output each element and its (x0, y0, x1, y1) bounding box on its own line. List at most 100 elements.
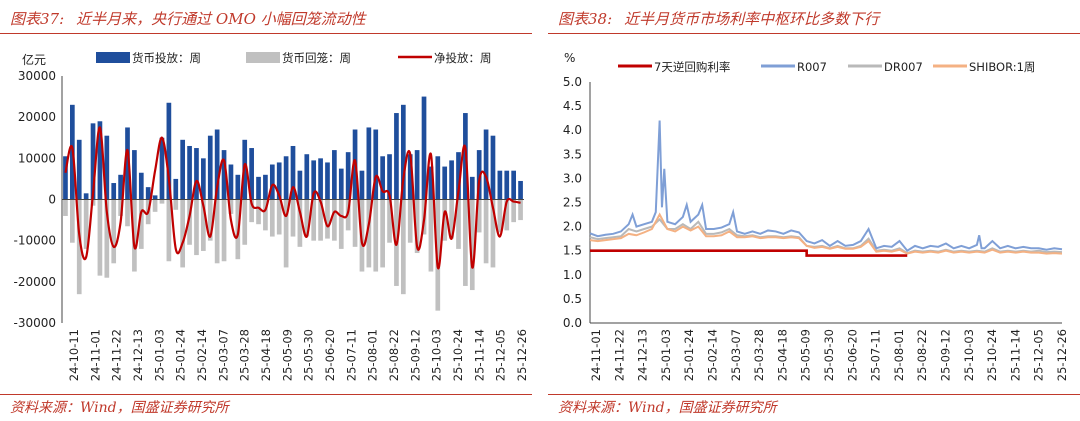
withdrawal-bar (132, 199, 137, 272)
injection-bar (97, 121, 103, 200)
injection-bar (269, 164, 275, 200)
injection-bar (400, 104, 406, 200)
right-x-tick-label: 25-08-01 (892, 329, 906, 381)
injection-bar (201, 158, 206, 200)
right-x-tick-label: 25-05-09 (799, 329, 813, 381)
withdrawal-bar (276, 199, 282, 235)
injection-bar (263, 174, 268, 200)
rate-line-shibor (589, 212, 1063, 255)
withdrawal-bar (173, 199, 179, 210)
withdrawal-bar (207, 199, 213, 241)
injection-bar (311, 160, 317, 200)
withdrawal-bar (332, 199, 337, 241)
withdrawal-bar (201, 199, 206, 251)
net-injection-line (64, 126, 521, 270)
right-x-tick-label: 25-12-26 (1055, 329, 1069, 381)
left-y-axis-unit: 亿元 (22, 52, 46, 67)
right-x-tick-label: 25-02-14 (706, 329, 720, 381)
left-x-tick-label: 25-05-30 (302, 329, 316, 381)
left-x-tick-label: 25-04-18 (259, 329, 273, 381)
left-y-tick-label: -10000 (13, 234, 56, 248)
legend-label-shibor: SHIBOR:1周 (969, 60, 1035, 74)
withdrawal-bar (256, 199, 261, 225)
left-x-tick-label: 25-02-14 (195, 329, 209, 381)
right-y-tick-label: 1.0 (563, 268, 582, 282)
withdrawal-bar (242, 199, 248, 245)
legend-label-r007: DR007 (884, 60, 923, 74)
left-x-tick-label: 25-01-24 (174, 329, 188, 381)
withdrawal-bar (442, 199, 448, 241)
injection-bar (132, 150, 137, 200)
right-y-tick-label: 3.5 (563, 147, 582, 161)
withdrawal-bar (111, 199, 117, 264)
injection-bar (490, 135, 496, 200)
legend-injection-swatch (96, 52, 130, 63)
right-y-tick-label: 2.5 (563, 196, 582, 210)
right-figure-title: 图表38: 近半月货币市场利率中枢环比多数下行 (558, 8, 879, 29)
injection-bar (159, 137, 165, 200)
left-y-tick-label: 30000 (18, 69, 56, 83)
injection-bar (338, 168, 344, 200)
omo-liquidity-chart: 亿元 30000 20000 10000 0 -10000 -20000 -30000 24-1… (13, 51, 529, 381)
injection-bar (256, 176, 261, 200)
right-x-tick-label: 25-07-11 (869, 329, 883, 381)
withdrawal-bar (373, 199, 379, 272)
withdrawal-bar (221, 199, 227, 262)
right-y-tick-label: 0.0 (563, 316, 582, 330)
withdrawal-bar (449, 199, 454, 239)
left-x-tick-label: 25-09-12 (408, 329, 422, 381)
injection-bar (511, 170, 517, 200)
right-x-tick-label: 24-11-01 (589, 329, 603, 381)
withdrawal-bar (214, 199, 220, 264)
right-figure-panel: 图表38: 近半月货币市场利率中枢环比多数下行 % 0.0 0.5 1.0 1.5 2.0 2… (548, 0, 1080, 421)
left-figure-panel: 图表37: 近半月来，央行通过 OMO 小幅回笼流动性 亿元 30000 20000 1… (0, 0, 532, 421)
withdrawal-bar (318, 199, 323, 241)
withdrawal-bar (194, 199, 199, 256)
injection-bar (290, 145, 296, 200)
injection-bar (235, 174, 241, 200)
injection-bar (104, 135, 110, 200)
withdrawal-bar (338, 199, 344, 249)
injection-bar (283, 156, 289, 200)
legend-net-label: 净投放：周 (434, 51, 492, 65)
withdrawal-bar (518, 199, 523, 221)
left-x-tick-label: 25-10-03 (430, 329, 444, 381)
right-x-tick-label: 25-12-05 (1032, 329, 1046, 381)
injection-bar (325, 162, 330, 200)
right-y-tick-label: 4.0 (563, 123, 582, 137)
right-x-tick-label: 25-05-30 (822, 329, 836, 381)
left-x-tick-label: 25-03-07 (216, 329, 230, 381)
right-y-tick-label: 1.5 (563, 244, 582, 258)
left-x-tick-label: 25-03-28 (238, 329, 252, 381)
withdrawal-bar (366, 199, 372, 268)
left-x-tick-label: 24-11-22 (110, 329, 124, 381)
injection-bar (76, 139, 82, 200)
injection-bar (249, 148, 254, 200)
left-x-tick-label: 25-08-01 (366, 329, 380, 381)
left-source-note: 资料来源：Wind，国盛证券研究所 (10, 400, 229, 416)
withdrawal-bar (290, 199, 296, 237)
right-x-tick-label: 24-12-13 (636, 329, 650, 381)
left-x-tick-label: 25-11-14 (472, 329, 486, 381)
injection-bar (483, 129, 489, 200)
withdrawal-bar (159, 199, 165, 204)
injection-bar (394, 113, 399, 200)
withdrawal-bar (483, 199, 489, 264)
injection-bar (145, 187, 151, 200)
withdrawal-bar (304, 199, 310, 237)
left-y-tick-label: 0 (48, 193, 56, 207)
left-x-tick-label: 25-07-11 (344, 329, 358, 381)
injection-bar (173, 178, 179, 200)
left-top-rule (0, 33, 532, 34)
injection-bar (111, 183, 117, 200)
legend-label-policy: 7天逆回购利率 (654, 60, 730, 74)
withdrawal-bar (166, 199, 172, 262)
right-bottom-rule (548, 394, 1080, 395)
withdrawal-bar (263, 199, 268, 231)
injection-bar (428, 166, 434, 200)
injection-bar (166, 102, 172, 200)
withdrawal-bar (97, 199, 103, 276)
injection-bar (504, 170, 510, 200)
left-x-tick-label: 24-10-11 (67, 329, 81, 381)
right-y-tick-label: 3.0 (563, 171, 582, 185)
